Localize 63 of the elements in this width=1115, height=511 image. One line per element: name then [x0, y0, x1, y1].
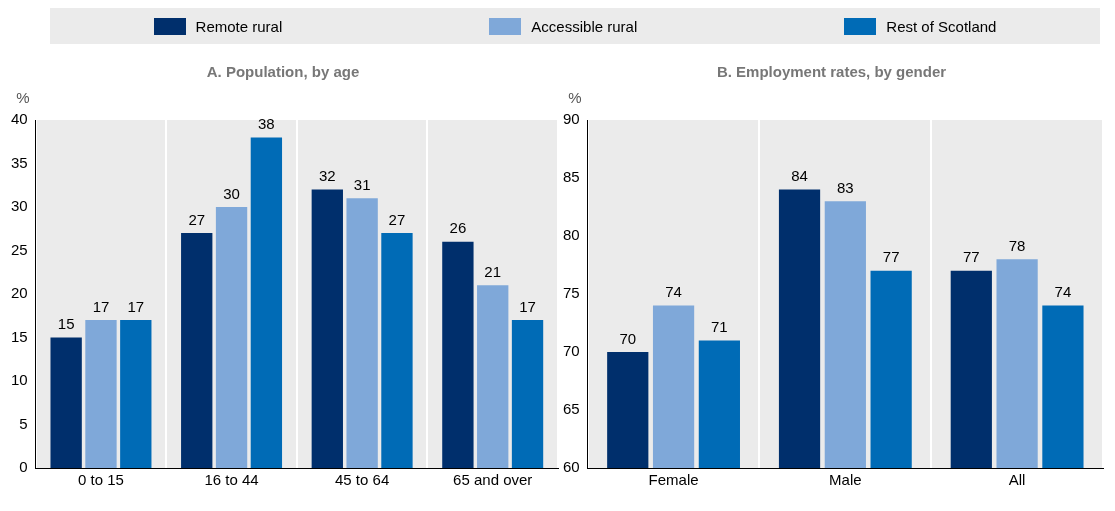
data-label: 74	[665, 283, 682, 301]
y-tick-label: 70	[563, 342, 580, 360]
chart-title: A. Population, by age	[206, 63, 360, 81]
y-tick-label: 15	[11, 327, 28, 345]
bar	[215, 207, 248, 468]
y-tick-label: 20	[11, 284, 28, 302]
y-tick-label: 40	[11, 110, 28, 128]
x-tick-label: 45 to 64	[335, 471, 390, 489]
bar	[511, 320, 544, 468]
bar	[120, 320, 152, 468]
data-label: 17	[127, 297, 145, 315]
x-tick-label: Male	[829, 471, 862, 489]
data-label: 70	[619, 329, 637, 347]
y-tick-label: 25	[11, 240, 28, 258]
data-label: 74	[1054, 283, 1072, 301]
y-tick-label: 30	[11, 197, 28, 215]
data-label: 38	[258, 115, 275, 133]
y-tick-label: 35	[11, 153, 28, 171]
bar	[85, 320, 117, 468]
data-label: 83	[837, 178, 854, 196]
data-label: 31	[353, 175, 371, 193]
data-label: 17	[519, 297, 536, 315]
data-label: 17	[92, 297, 110, 315]
bar	[50, 337, 82, 468]
chart-title: B. Employment rates, by gender	[716, 63, 947, 81]
data-label: 15	[57, 315, 75, 333]
data-label: 26	[449, 219, 467, 237]
y-axis-title: %	[16, 88, 30, 106]
y-tick-label: 85	[563, 168, 580, 186]
data-label: 71	[711, 318, 728, 336]
data-label: 27	[188, 210, 206, 228]
x-tick-label: 16 to 44	[204, 471, 259, 489]
y-axis-title: %	[568, 88, 582, 106]
y-tick-label: 5	[19, 414, 28, 432]
y-tick-label: 0	[19, 458, 28, 476]
x-tick-label: Female	[648, 471, 699, 489]
data-label: 30	[223, 184, 240, 202]
data-label: 27	[388, 210, 406, 228]
legend-label: Remote rural	[195, 17, 283, 35]
y-tick-label: 65	[563, 400, 580, 418]
x-tick-label: All	[1008, 471, 1026, 489]
data-label: 21	[484, 262, 502, 280]
y-tick-label: 60	[563, 458, 580, 476]
data-label: 77	[962, 248, 980, 266]
data-label: 84	[791, 167, 808, 185]
legend-label: Rest of Scotland	[886, 17, 997, 35]
y-tick-label: 10	[11, 371, 28, 389]
y-tick-label: 90	[563, 110, 580, 128]
bar	[181, 233, 213, 468]
bar	[311, 189, 343, 468]
data-label: 77	[882, 248, 900, 266]
bar	[250, 137, 283, 468]
x-tick-label: 0 to 15	[78, 471, 124, 489]
x-tick-label: 65 and over	[453, 471, 533, 489]
bar	[442, 241, 474, 468]
y-tick-label: 80	[563, 226, 580, 244]
legend-label: Accessible rural	[531, 17, 638, 35]
data-label: 32	[318, 167, 336, 185]
y-tick-label: 75	[563, 284, 580, 302]
bar	[477, 285, 509, 468]
data-label: 78	[1008, 236, 1026, 254]
bar	[346, 198, 378, 468]
bar	[381, 233, 413, 468]
